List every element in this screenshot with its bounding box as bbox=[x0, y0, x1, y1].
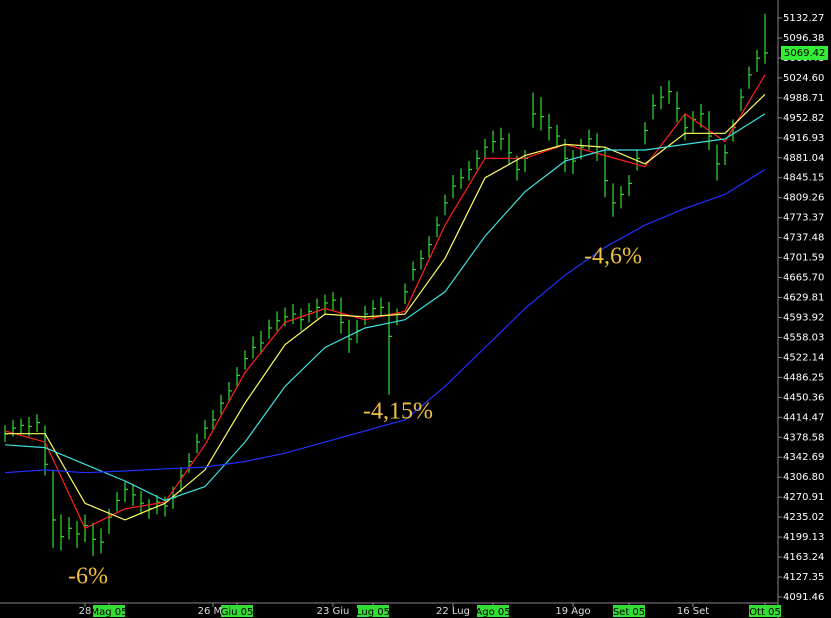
y-tick-label: 4235.02 bbox=[783, 512, 824, 523]
x-tick-label: 22 Lug bbox=[436, 606, 470, 617]
y-tick-label: 4952.82 bbox=[783, 113, 824, 124]
annotation: -4,15% bbox=[363, 399, 433, 425]
y-tick-label: 4629.81 bbox=[783, 293, 824, 304]
x-tick-label: Ago 05 bbox=[475, 607, 510, 618]
y-tick-label: 4306.80 bbox=[783, 472, 824, 483]
y-tick-label: 5096.38 bbox=[783, 33, 824, 44]
y-tick-label: 4163.24 bbox=[783, 552, 824, 563]
x-tick-label: Mag 05 bbox=[90, 607, 127, 618]
y-tick-label: 4881.04 bbox=[783, 153, 824, 164]
annotation: -6% bbox=[68, 564, 108, 590]
x-tick-label: 19 Ago bbox=[555, 606, 590, 617]
x-tick-label: Giu 05 bbox=[221, 607, 254, 618]
y-tick-label: 4701.59 bbox=[783, 253, 824, 264]
moving-average bbox=[4, 168, 766, 474]
y-tick-label: 4737.48 bbox=[783, 233, 824, 244]
y-tick-label: 4773.37 bbox=[783, 213, 824, 224]
y-tick-label: 4593.92 bbox=[783, 312, 824, 323]
y-tick-label: 4809.26 bbox=[783, 193, 824, 204]
x-tick-label: Ott 05 bbox=[749, 607, 781, 618]
y-tick-label: 4845.15 bbox=[783, 173, 824, 184]
y-tick-label: 4916.93 bbox=[783, 133, 824, 144]
y-tick-label: 4342.69 bbox=[783, 452, 824, 463]
x-tick-label: 23 Giu bbox=[317, 606, 350, 617]
x-tick-badge bbox=[749, 605, 781, 617]
y-tick-label: 4199.13 bbox=[783, 532, 824, 543]
x-tick-badge bbox=[613, 605, 645, 617]
y-tick-label: 4270.91 bbox=[783, 492, 824, 503]
y-tick-label: 4091.46 bbox=[783, 592, 824, 603]
x-tick-badge bbox=[93, 605, 125, 617]
y-tick-label: 4486.25 bbox=[783, 372, 824, 383]
y-tick-label: 4127.35 bbox=[783, 572, 824, 583]
y-tick-label: 4522.14 bbox=[783, 352, 824, 363]
y-tick-label: 4378.58 bbox=[783, 432, 824, 443]
annotation: -4,6% bbox=[584, 244, 642, 270]
x-tick-label: 16 Set bbox=[677, 606, 709, 617]
y-tick-label: 4558.03 bbox=[783, 332, 824, 343]
last-price-label: 5069.42 bbox=[784, 48, 825, 59]
plot-area bbox=[4, 13, 768, 557]
y-tick-label: 4988.71 bbox=[783, 93, 824, 104]
x-tick-label: 28 bbox=[79, 606, 92, 617]
x-tick-label: Lug 05 bbox=[356, 607, 390, 618]
x-tick-badge bbox=[477, 605, 509, 617]
x-tick-badge bbox=[221, 605, 253, 617]
y-tick-label: 5132.27 bbox=[783, 13, 824, 24]
x-tick-badge bbox=[357, 605, 389, 617]
last-price-badge bbox=[781, 45, 828, 60]
y-tick-label: 4450.36 bbox=[783, 392, 824, 403]
x-tick-label: Set 05 bbox=[613, 607, 645, 618]
y-tick-label: 5024.60 bbox=[783, 73, 824, 84]
moving-average bbox=[4, 113, 766, 502]
y-tick-label: 4414.47 bbox=[783, 412, 824, 423]
x-tick-label: 26 Ma bbox=[198, 606, 229, 617]
y-tick-label: 4665.70 bbox=[783, 273, 824, 284]
moving-average bbox=[5, 93, 766, 521]
